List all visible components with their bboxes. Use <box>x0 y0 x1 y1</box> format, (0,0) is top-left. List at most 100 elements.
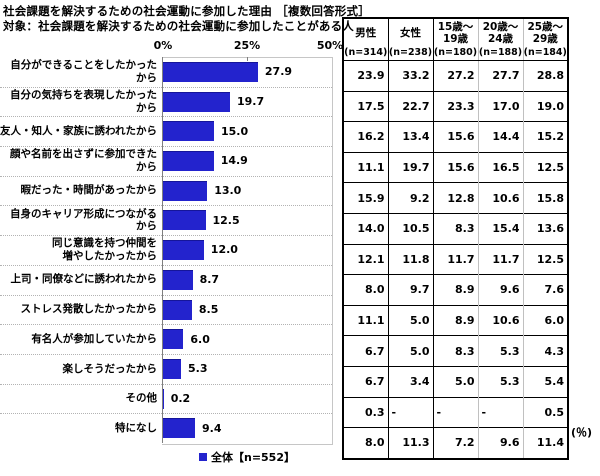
table-cell: 16.5 <box>477 151 523 183</box>
table-cell: 5.0 <box>387 304 433 336</box>
table-cell: 7.2 <box>432 427 478 459</box>
chart-row: 特になし 9.4 <box>0 413 340 443</box>
table-cell: 12.8 <box>432 182 478 214</box>
column-name: 女性 <box>400 26 421 39</box>
table-cell: 8.9 <box>432 304 478 336</box>
chart-row: その他 0.2 <box>0 384 340 414</box>
table-cell: 8.3 <box>432 212 478 245</box>
table-row: 11.1 19.7 15.6 16.5 12.5 <box>343 151 568 183</box>
bar <box>163 62 258 82</box>
bar-value-label: 14.9 <box>220 154 248 168</box>
table-row: 16.2 13.4 15.6 14.4 15.2 <box>343 121 568 153</box>
dotted-gridline <box>0 146 332 148</box>
page-subtitle: 対象：社会課題を解決するための社会運動に参加したことがある人 <box>3 19 354 33</box>
column-header-content: 20歳～ 24歳 (n=188) <box>479 19 523 60</box>
chart-row: 楽しそうだったから 5.3 <box>0 354 340 384</box>
table-cell: - <box>477 396 523 428</box>
x-axis-tick-25: 25% <box>233 39 261 52</box>
table-cell: 5.0 <box>432 365 478 398</box>
table-cell: 16.2 <box>343 121 388 153</box>
column-n: (n=180) <box>433 47 478 58</box>
chart-row: 有名人が参加していたから 6.0 <box>0 324 340 354</box>
dotted-gridline <box>0 383 332 385</box>
table-cell: 23.9 <box>343 60 388 92</box>
y-axis-line <box>162 57 163 443</box>
chart-row: 友人・知人・家族に誘われたから 15.0 <box>0 116 340 146</box>
table-cell: 8.0 <box>343 427 388 459</box>
bar <box>163 418 195 439</box>
bar-value-label: 6.0 <box>190 332 210 346</box>
table-cell: 15.4 <box>477 212 523 245</box>
table-cell: 5.4 <box>522 365 568 398</box>
bar <box>163 210 206 231</box>
column-header: 15歳～ 19歳 (n=180) <box>432 18 478 61</box>
category-label: 友人・知人・家族に誘われたから <box>0 124 157 137</box>
chart-row: 自分の気持ちを表現したかったから 19.7 <box>0 87 340 117</box>
tick-mark-25 <box>247 57 248 61</box>
table-cell: 8.9 <box>432 274 478 306</box>
table-cell: 14.0 <box>343 212 388 245</box>
table-cell: 22.7 <box>387 90 433 122</box>
bar-value-label: 27.9 <box>264 65 293 79</box>
category-label: その他 <box>125 392 158 405</box>
table-cell: 11.1 <box>343 151 388 183</box>
table-row: 6.7 3.4 5.0 5.3 5.4 <box>343 365 568 398</box>
table-row: 11.1 5.0 8.9 10.6 6.0 <box>343 304 568 336</box>
bar-value-label: 12.5 <box>212 213 240 227</box>
column-header-content: 25歳～ 29歳 (n=184) <box>524 19 568 60</box>
category-label: 上司・同僚などに誘われたから <box>10 273 157 286</box>
table-cell: 27.2 <box>432 60 478 92</box>
column-header: 25歳～ 29歳 (n=184) <box>522 18 568 61</box>
table-cell: 9.6 <box>477 274 523 306</box>
dotted-gridline <box>0 294 332 296</box>
table-cell: 5.3 <box>477 335 523 367</box>
column-header-content: 15歳～ 19歳 (n=180) <box>434 19 478 60</box>
bar-value-label: 13.0 <box>214 184 242 198</box>
legend: 全体【n=552】 <box>162 449 332 465</box>
table-cell: 15.6 <box>432 121 478 153</box>
category-label: 特になし <box>115 421 157 434</box>
table-cell: 28.8 <box>522 60 568 92</box>
legend-swatch-icon <box>198 453 207 461</box>
column-header: 男性 (n=314) <box>343 18 388 61</box>
chart-row: ストレス発散したかったから 8.5 <box>0 295 340 325</box>
column-n: (n=188) <box>478 47 523 58</box>
table-cell: 3.4 <box>387 365 433 398</box>
category-label: 自身のキャリア形成につながるから <box>10 207 157 233</box>
table-cell: 11.1 <box>343 304 388 336</box>
table-cell: 12.1 <box>343 243 388 275</box>
table-cell: 7.6 <box>522 274 568 306</box>
table-cell: - <box>387 396 433 428</box>
table-cell: 6.0 <box>522 304 568 336</box>
table-cell: 8.0 <box>343 274 388 306</box>
table-cell: 15.6 <box>432 151 478 183</box>
category-label: 顔や名前を出さずに参加できたから <box>10 148 157 173</box>
dotted-gridline <box>0 413 332 415</box>
table-cell: 0.3 <box>343 396 388 428</box>
table-cell: 5.3 <box>477 365 523 398</box>
bar-value-label: 15.0 <box>221 124 249 138</box>
x-axis-tick-0: 0% <box>153 39 173 52</box>
category-label: 有名人が参加していたから <box>31 332 157 345</box>
chart-row: 顔や名前を出さずに参加できたから 14.9 <box>0 146 340 176</box>
bar <box>163 180 208 201</box>
column-header: 20歳～ 24歳 (n=188) <box>477 18 523 61</box>
table-cell: 12.5 <box>522 243 568 275</box>
table-header-row: 男性 (n=314) 女性 (n=238) 15歳～ 19歳 (n=180) 20歳～ 24… <box>343 18 568 61</box>
table-cell: 19.0 <box>522 90 568 122</box>
table-row: 8.0 9.7 8.9 9.6 7.6 <box>343 274 568 306</box>
table-cell: 10.6 <box>477 182 523 214</box>
dotted-gridline <box>0 324 332 326</box>
unit-label: (％) <box>571 426 593 439</box>
table-row: 0.3- - -0.5 <box>343 396 568 428</box>
category-label: 暇だった・時間があったから <box>20 184 158 197</box>
category-label: ストレス発散したかったから <box>20 303 158 316</box>
table-row: 12.1 11.8 11.7 11.7 12.5 <box>343 243 568 275</box>
table-cell: 8.3 <box>432 335 478 367</box>
table-cell: 11.8 <box>387 243 433 275</box>
column-n: (n=314) <box>344 47 388 58</box>
table-cell: 19.7 <box>387 151 433 183</box>
legend-label: 全体【n=552】 <box>210 451 295 464</box>
table-cell: 15.9 <box>343 182 388 214</box>
